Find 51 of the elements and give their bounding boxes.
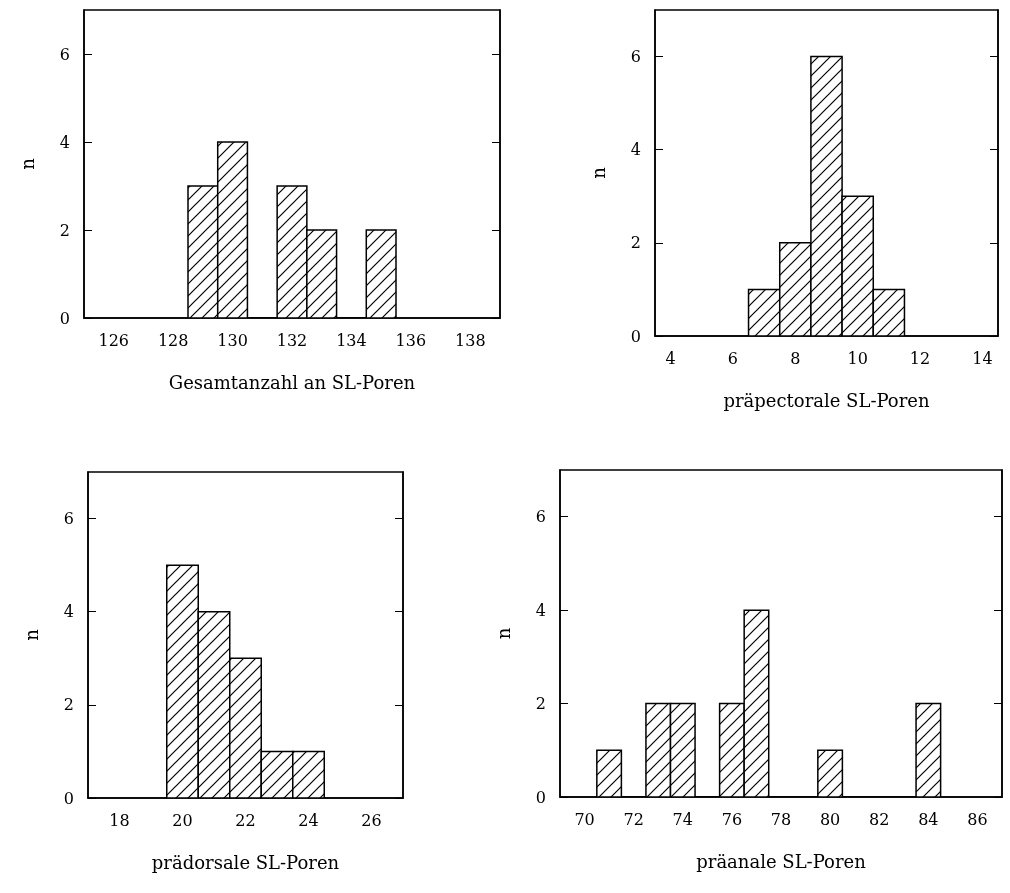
x-tick-label: 86	[967, 809, 988, 829]
x-tick-label: 130	[217, 330, 248, 350]
y-tick-label: 4	[63, 602, 74, 622]
y-tick-label: 6	[63, 509, 74, 529]
y-tick-label: 0	[63, 788, 74, 808]
y-tick-label: 6	[630, 47, 641, 67]
y-axis-title: n	[16, 157, 38, 170]
y-axis-title: n	[20, 628, 42, 641]
x-tick-label: 18	[109, 810, 130, 830]
x-tick-label: 26	[361, 810, 382, 830]
x-tick-label: 76	[721, 809, 743, 829]
x-tick-label: 136	[395, 330, 427, 350]
x-tick-label: 134	[336, 330, 367, 350]
x-tick-label: 6	[727, 348, 739, 368]
x-tick-label: 22	[235, 810, 256, 830]
x-tick-label: 70	[574, 809, 595, 829]
x-axis-title: prädorsale SL-Poren	[151, 851, 340, 873]
x-tick-label: 80	[819, 809, 841, 829]
y-tick-label: 2	[535, 694, 546, 714]
x-tick-label: 84	[918, 809, 939, 829]
y-tick-label: 4	[59, 132, 70, 152]
y-tick-label: 2	[59, 220, 70, 240]
x-tick-label: 74	[672, 809, 693, 829]
x-tick-label: 10	[847, 348, 868, 368]
x-tick-label: 132	[276, 330, 308, 350]
y-tick-label: 2	[63, 695, 74, 715]
x-tick-label: 14	[972, 348, 993, 368]
y-axis-title: n	[587, 166, 609, 179]
y-tick-label: 6	[535, 507, 546, 527]
x-axis-title: präanale SL-Poren	[696, 850, 867, 872]
x-tick-label: 8	[790, 348, 801, 368]
y-tick-label: 2	[630, 233, 641, 253]
y-tick-label: 0	[59, 308, 70, 328]
y-tick-label: 4	[535, 600, 546, 620]
x-tick-label: 126	[98, 330, 129, 350]
y-tick-label: 6	[59, 44, 70, 64]
x-tick-label: 138	[455, 330, 486, 350]
x-tick-label: 72	[623, 809, 644, 829]
x-tick-label: 4	[665, 348, 676, 368]
x-tick-label: 82	[869, 809, 890, 829]
x-axis-title: präpectorale SL-Poren	[723, 389, 930, 411]
x-axis-title: Gesamtanzahl an SL-Poren	[168, 371, 416, 393]
x-tick-label: 78	[770, 809, 792, 829]
x-tick-label: 24	[298, 810, 319, 830]
y-axis-title: n	[492, 627, 514, 640]
y-tick-label: 4	[630, 140, 641, 160]
x-tick-label: 20	[172, 810, 193, 830]
y-tick-label: 0	[535, 787, 546, 807]
x-tick-label: 128	[157, 330, 189, 350]
y-tick-label: 0	[630, 326, 641, 346]
x-tick-label: 12	[909, 348, 931, 368]
